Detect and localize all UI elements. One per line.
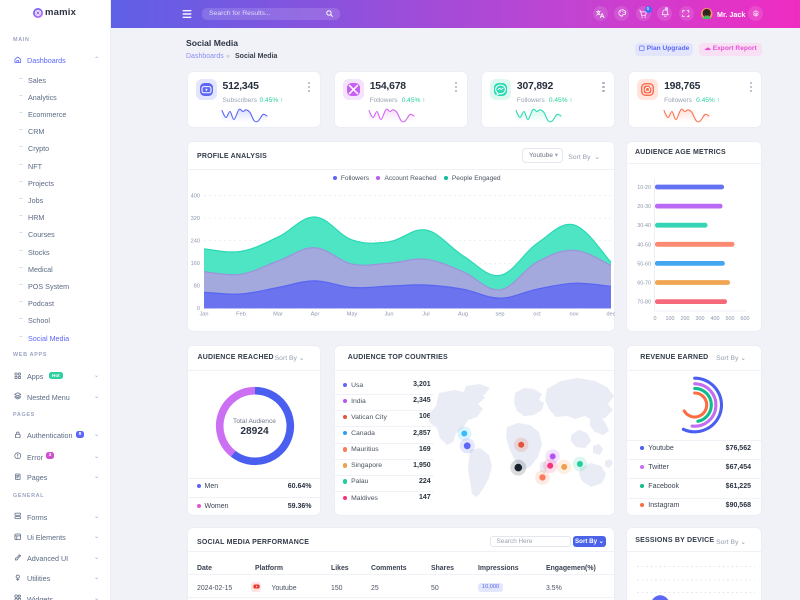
svg-text:240: 240: [190, 239, 199, 245]
svg-text:Mar: Mar: [273, 312, 283, 318]
svg-text:320: 320: [190, 216, 199, 222]
svg-text:500: 500: [726, 316, 735, 322]
svg-text:200: 200: [681, 316, 690, 322]
svg-text:dec: dec: [606, 312, 615, 318]
svg-text:50-60: 50-60: [638, 261, 652, 267]
svg-text:May: May: [346, 312, 357, 318]
svg-text:300: 300: [696, 316, 705, 322]
svg-text:70-80: 70-80: [638, 299, 652, 305]
svg-text:nov: nov: [569, 312, 578, 318]
svg-text:600: 600: [741, 316, 750, 322]
svg-text:Apr: Apr: [310, 312, 319, 318]
svg-text:oct: oct: [533, 312, 541, 318]
svg-text:80: 80: [193, 284, 199, 290]
svg-text:100: 100: [666, 316, 675, 322]
svg-text:10-20: 10-20: [638, 185, 652, 191]
svg-text:Jan: Jan: [199, 312, 208, 318]
svg-text:Jun: Jun: [384, 312, 393, 318]
svg-text:Feb: Feb: [236, 312, 246, 318]
svg-text:0: 0: [196, 306, 199, 312]
svg-text:60-70: 60-70: [638, 280, 652, 286]
svg-text:Aug: Aug: [458, 312, 468, 318]
svg-text:sep: sep: [495, 312, 504, 318]
svg-text:20-30: 20-30: [638, 204, 652, 210]
svg-text:Jul: Jul: [422, 312, 429, 318]
svg-text:160: 160: [190, 261, 199, 267]
svg-text:400: 400: [711, 316, 720, 322]
svg-text:30-40: 30-40: [638, 223, 652, 229]
svg-text:0: 0: [654, 316, 657, 322]
svg-text:400: 400: [190, 193, 199, 199]
svg-text:40-50: 40-50: [638, 242, 652, 248]
